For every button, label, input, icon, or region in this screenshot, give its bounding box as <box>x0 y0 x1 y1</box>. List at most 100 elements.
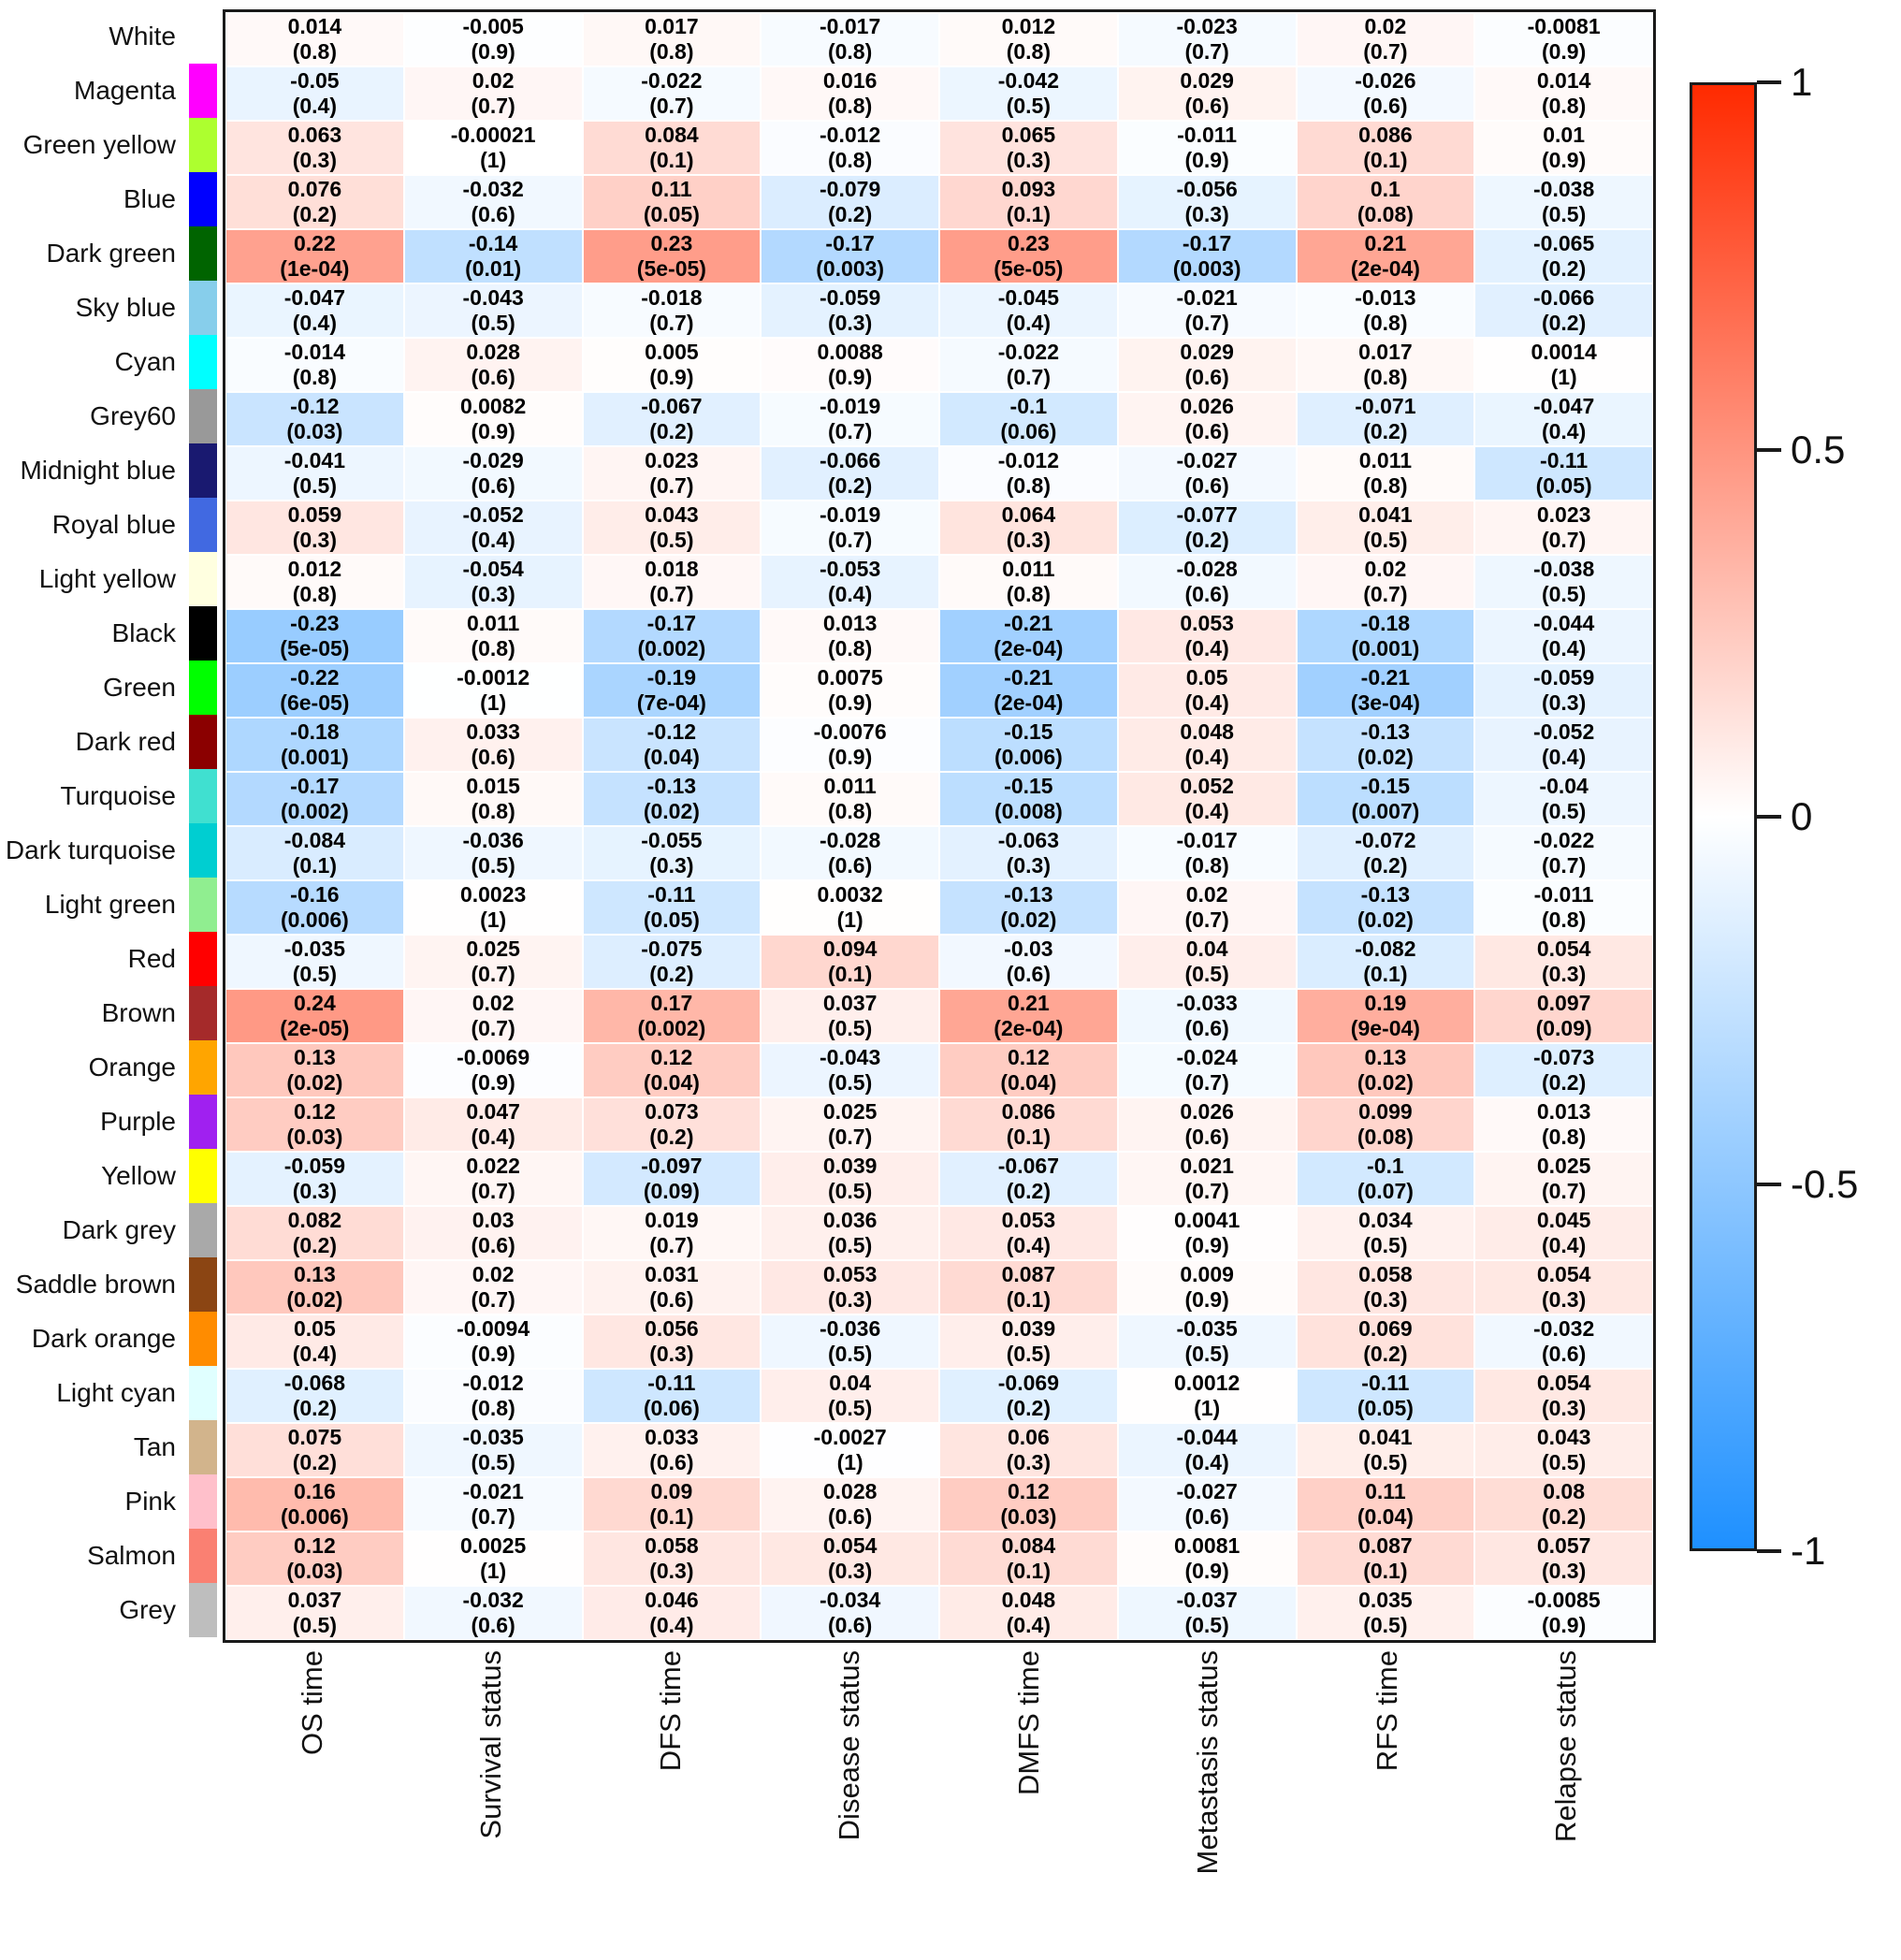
heatmap-cell: -0.079 (0.2) <box>761 175 939 229</box>
heatmap-cell: -0.11 (0.05) <box>582 880 762 935</box>
cell-correlation: 0.029 <box>1180 340 1234 364</box>
heatmap-cell: -0.071 (0.2) <box>1296 392 1475 446</box>
heatmap-cell: -0.028 (0.6) <box>1117 555 1297 609</box>
cell-correlation: 0.054 <box>1536 1371 1591 1395</box>
heatmap-cell: 0.048 (0.4) <box>1117 718 1297 772</box>
cell-correlation: -0.022 <box>641 68 703 93</box>
cell-pvalue: (0.6) <box>471 202 515 226</box>
cell-pvalue: (0.6) <box>827 1613 873 1637</box>
cell-pvalue: (0.5) <box>292 473 338 498</box>
heatmap-cell: -0.043 (0.5) <box>403 283 583 338</box>
cell-pvalue: (0.8) <box>1363 473 1408 498</box>
heatmap-cell: 0.086 (0.1) <box>1296 121 1475 175</box>
heatmap-cell: -0.075 (0.2) <box>582 935 762 989</box>
cell-pvalue: (0.4) <box>1541 636 1587 661</box>
cell-pvalue: (0.05) <box>643 907 700 932</box>
heatmap-cell: 0.076 (0.2) <box>225 175 404 229</box>
cell-pvalue: (2e-04) <box>994 1016 1064 1040</box>
heatmap-cell: 0.043 (0.5) <box>1474 1423 1653 1477</box>
cell-correlation: 0.023 <box>645 448 699 472</box>
heatmap-cell: -0.065 (0.2) <box>1474 229 1653 283</box>
cell-correlation: 0.043 <box>1536 1425 1591 1449</box>
cell-pvalue: (0.6) <box>471 473 515 498</box>
cell-pvalue: (0.06) <box>643 1396 700 1420</box>
heatmap-cell: 0.0023 (1) <box>403 880 583 935</box>
cell-pvalue: (0.5) <box>827 1396 873 1420</box>
cell-pvalue: (0.6) <box>471 1233 515 1257</box>
cell-pvalue: (0.06) <box>1000 419 1057 443</box>
cell-correlation: 0.053 <box>822 1262 878 1286</box>
module-color-swatch <box>189 1583 217 1637</box>
heatmap-cell: -0.027 (0.6) <box>1117 1477 1297 1532</box>
cell-pvalue: (0.7) <box>1541 528 1587 552</box>
heatmap-cell: 0.016 (0.8) <box>761 66 939 121</box>
heatmap-cell: -0.18 (0.001) <box>225 718 404 772</box>
cell-pvalue: (0.8) <box>827 636 873 661</box>
heatmap-cell: 0.075 (0.2) <box>225 1423 404 1477</box>
module-color-swatch <box>189 1203 217 1257</box>
module-color-swatch <box>189 1149 217 1203</box>
cell-pvalue: (0.2) <box>827 473 873 498</box>
cell-correlation: -0.037 <box>1176 1588 1238 1612</box>
cell-pvalue: (0.04) <box>1000 1070 1057 1095</box>
heatmap-cell: 0.04 (0.5) <box>1117 935 1297 989</box>
cell-correlation: -0.079 <box>820 177 881 201</box>
cell-pvalue: (0.6) <box>471 745 515 769</box>
heatmap-cell: 0.093 (0.1) <box>939 175 1118 229</box>
module-color-swatch <box>189 389 217 443</box>
cell-correlation: 0.06 <box>1007 1425 1050 1449</box>
heatmap-cell: 0.16 (0.006) <box>225 1477 404 1532</box>
cell-correlation: -0.063 <box>997 828 1059 852</box>
heatmap-cell: 0.19 (9e-04) <box>1296 989 1475 1043</box>
heatmap-cell: 0.12 (0.04) <box>939 1043 1118 1097</box>
cell-correlation: -0.027 <box>1176 1479 1238 1503</box>
cell-pvalue: (0.3) <box>292 148 338 172</box>
colorbar <box>1690 82 1757 1551</box>
cell-pvalue: (0.8) <box>827 148 873 172</box>
heatmap-cell: -0.11 (0.05) <box>1474 446 1653 501</box>
cell-correlation: -0.011 <box>1533 882 1594 907</box>
heatmap-cell: 0.012 (0.8) <box>225 555 404 609</box>
cell-correlation: 0.1 <box>1370 177 1400 201</box>
heatmap-cell: -0.022 (0.7) <box>582 66 762 121</box>
cell-pvalue: (0.04) <box>643 1070 700 1095</box>
cell-correlation: 0.01 <box>1543 123 1585 147</box>
heatmap-cell: 0.086 (0.1) <box>939 1097 1118 1152</box>
row-label: Dark grey <box>62 1215 176 1244</box>
heatmap-cell: -0.047 (0.4) <box>225 283 404 338</box>
cell-correlation: 0.02 <box>1185 882 1228 907</box>
heatmap-cell: -0.012 (0.8) <box>403 1369 583 1423</box>
cell-correlation: -0.018 <box>641 285 703 310</box>
cell-correlation: 0.039 <box>1001 1316 1056 1341</box>
heatmap-cell: 0.039 (0.5) <box>761 1152 939 1206</box>
heatmap-cell: -0.052 (0.4) <box>1474 718 1653 772</box>
cell-pvalue: (0.9) <box>1184 1559 1229 1583</box>
cell-pvalue: (0.6) <box>1184 94 1229 118</box>
cell-pvalue: (0.6) <box>1184 1125 1229 1149</box>
cell-pvalue: (0.02) <box>1357 745 1414 769</box>
cell-pvalue: (0.5) <box>471 311 515 335</box>
colorbar-tick <box>1757 80 1781 84</box>
row-label: Brown <box>101 998 176 1027</box>
cell-pvalue: (0.7) <box>827 419 873 443</box>
cell-correlation: -0.021 <box>462 1479 524 1503</box>
cell-pvalue: (0.6) <box>1541 1342 1587 1366</box>
cell-pvalue: (0.9) <box>827 745 873 769</box>
heatmap-cell: 0.045 (0.4) <box>1474 1206 1653 1260</box>
cell-pvalue: (0.3) <box>1006 853 1052 878</box>
cell-correlation: 0.026 <box>1180 1099 1234 1124</box>
row-label: Midnight blue <box>20 456 176 485</box>
row-label: Turquoise <box>60 781 176 810</box>
heatmap-cell: 0.11 (0.05) <box>582 175 762 229</box>
cell-correlation: 0.0075 <box>817 665 883 690</box>
heatmap-cell: 0.12 (0.04) <box>582 1043 762 1097</box>
cell-correlation: 0.047 <box>466 1099 520 1124</box>
heatmap-cell: 0.02 (0.7) <box>403 989 583 1043</box>
row-label: Green <box>103 673 176 702</box>
cell-pvalue: (0.7) <box>827 528 873 552</box>
cell-correlation: -0.022 <box>997 340 1059 364</box>
row-label: Red <box>127 944 176 973</box>
heatmap-cell: -0.027 (0.6) <box>1117 446 1297 501</box>
cell-correlation: -0.075 <box>641 936 703 961</box>
